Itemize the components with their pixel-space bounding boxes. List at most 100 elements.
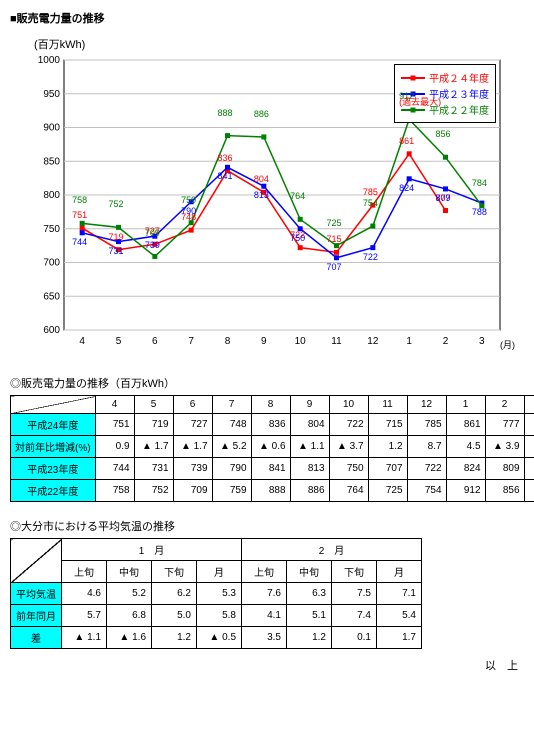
data-label: 709 xyxy=(145,228,160,238)
cell: ▲ 1.1 xyxy=(62,627,107,649)
data-label: 785 xyxy=(363,187,378,197)
cell: 861 xyxy=(446,414,485,436)
cell: 7.1 xyxy=(377,583,422,605)
cell: 5.1 xyxy=(287,605,332,627)
diag-cell xyxy=(11,539,62,583)
data-label: 841 xyxy=(218,171,233,181)
row-header: 平成24年度 xyxy=(11,414,96,436)
col-header: 7 xyxy=(212,396,251,414)
cell: 0.1 xyxy=(332,627,377,649)
cell: 758 xyxy=(95,480,134,502)
data-label: 788 xyxy=(472,207,487,217)
diag-cell xyxy=(11,396,96,414)
cell: 759 xyxy=(212,480,251,502)
cell: ▲ 0.6 xyxy=(251,436,290,458)
cell: ▲ 3.7 xyxy=(329,436,368,458)
cell: 731 xyxy=(134,458,173,480)
svg-text:9: 9 xyxy=(261,336,267,347)
svg-text:10: 10 xyxy=(295,336,307,347)
cell: 784 xyxy=(524,480,534,502)
data-label: 813 xyxy=(254,190,269,200)
svg-text:700: 700 xyxy=(43,258,60,269)
svg-text:950: 950 xyxy=(43,89,60,100)
chart-y-unit: (百万kWh) xyxy=(34,36,524,52)
cell: 824 xyxy=(446,458,485,480)
col-header: 上旬 xyxy=(242,561,287,583)
svg-text:12: 12 xyxy=(367,336,379,347)
cell: 727 xyxy=(173,414,212,436)
chart-container: 6006507007508008509009501000456789101112… xyxy=(20,54,514,357)
data-label: 744 xyxy=(72,237,87,247)
col-header: 9 xyxy=(290,396,329,414)
svg-text:6: 6 xyxy=(152,336,158,347)
col-header: 5 xyxy=(134,396,173,414)
data-label: 754 xyxy=(363,198,378,208)
footer-text: 以 上 xyxy=(10,657,518,673)
col-header: 下旬 xyxy=(152,561,197,583)
row-header: 平成22年度 xyxy=(11,480,96,502)
row-header: 平成23年度 xyxy=(11,458,96,480)
svg-text:900: 900 xyxy=(43,123,60,134)
data-label: 707 xyxy=(327,262,342,272)
svg-text:2: 2 xyxy=(443,336,449,347)
svg-text:11: 11 xyxy=(331,336,342,347)
legend-item: 平成２４年度 xyxy=(401,70,489,85)
data-label: (過去最大) xyxy=(399,95,441,108)
cell: ▲ 1.7 xyxy=(173,436,212,458)
cell: 790 xyxy=(212,458,251,480)
data-label: 758 xyxy=(72,195,87,205)
svg-text:850: 850 xyxy=(43,156,60,167)
svg-text:1: 1 xyxy=(406,336,412,347)
cell: 6.3 xyxy=(287,583,332,605)
cell: 750 xyxy=(329,458,368,480)
col-header: 12 xyxy=(407,396,446,414)
cell: 1.2 xyxy=(152,627,197,649)
col-header: 下旬 xyxy=(332,561,377,583)
cell: 752 xyxy=(134,480,173,502)
cell: ▲ 0.5 xyxy=(197,627,242,649)
cell: 785 xyxy=(407,414,446,436)
cell: 0.9 xyxy=(95,436,134,458)
cell: 7.4 xyxy=(332,605,377,627)
row-header: 前年同月 xyxy=(11,605,62,627)
col-header: 1 xyxy=(446,396,485,414)
cell: 5.8 xyxy=(197,605,242,627)
col-header: 月 xyxy=(197,561,242,583)
data-label: 809 xyxy=(436,193,451,203)
cell: 5.3 xyxy=(197,583,242,605)
svg-text:650: 650 xyxy=(43,291,60,302)
col-header: 3 xyxy=(524,396,534,414)
cell: 719 xyxy=(134,414,173,436)
data-label: 759 xyxy=(181,195,196,205)
svg-text:8: 8 xyxy=(225,336,231,347)
data-label: 764 xyxy=(290,191,305,201)
col-header: 11 xyxy=(368,396,407,414)
cell: 856 xyxy=(485,480,524,502)
cell: 722 xyxy=(407,458,446,480)
svg-text:3: 3 xyxy=(479,336,485,347)
data-label: 750 xyxy=(290,233,305,243)
data-label: 888 xyxy=(218,108,233,118)
data-label: 824 xyxy=(399,183,414,193)
temperature-table: 1 月2 月上旬中旬下旬月上旬中旬下旬月平均気温4.65.26.25.37.66… xyxy=(10,538,422,649)
data-label: 722 xyxy=(363,252,378,262)
cell: 5.0 xyxy=(152,605,197,627)
data-label: 751 xyxy=(72,210,87,220)
svg-text:5: 5 xyxy=(116,336,122,347)
cell: 744 xyxy=(95,458,134,480)
cell: 5.2 xyxy=(107,583,152,605)
svg-text:600: 600 xyxy=(43,325,60,336)
cell: 4.5 xyxy=(446,436,485,458)
cell: 788 xyxy=(524,458,534,480)
row-header: 差 xyxy=(11,627,62,649)
cell: 722 xyxy=(329,414,368,436)
svg-text:800: 800 xyxy=(43,190,60,201)
cell: 1.7 xyxy=(377,627,422,649)
cell: 4.6 xyxy=(62,583,107,605)
cell: 1.2 xyxy=(287,627,332,649)
cell: 4.1 xyxy=(242,605,287,627)
row-header: 対前年比増減(%) xyxy=(11,436,96,458)
cell: 6.8 xyxy=(107,605,152,627)
col-header: 月 xyxy=(377,561,422,583)
cell: 841 xyxy=(251,458,290,480)
